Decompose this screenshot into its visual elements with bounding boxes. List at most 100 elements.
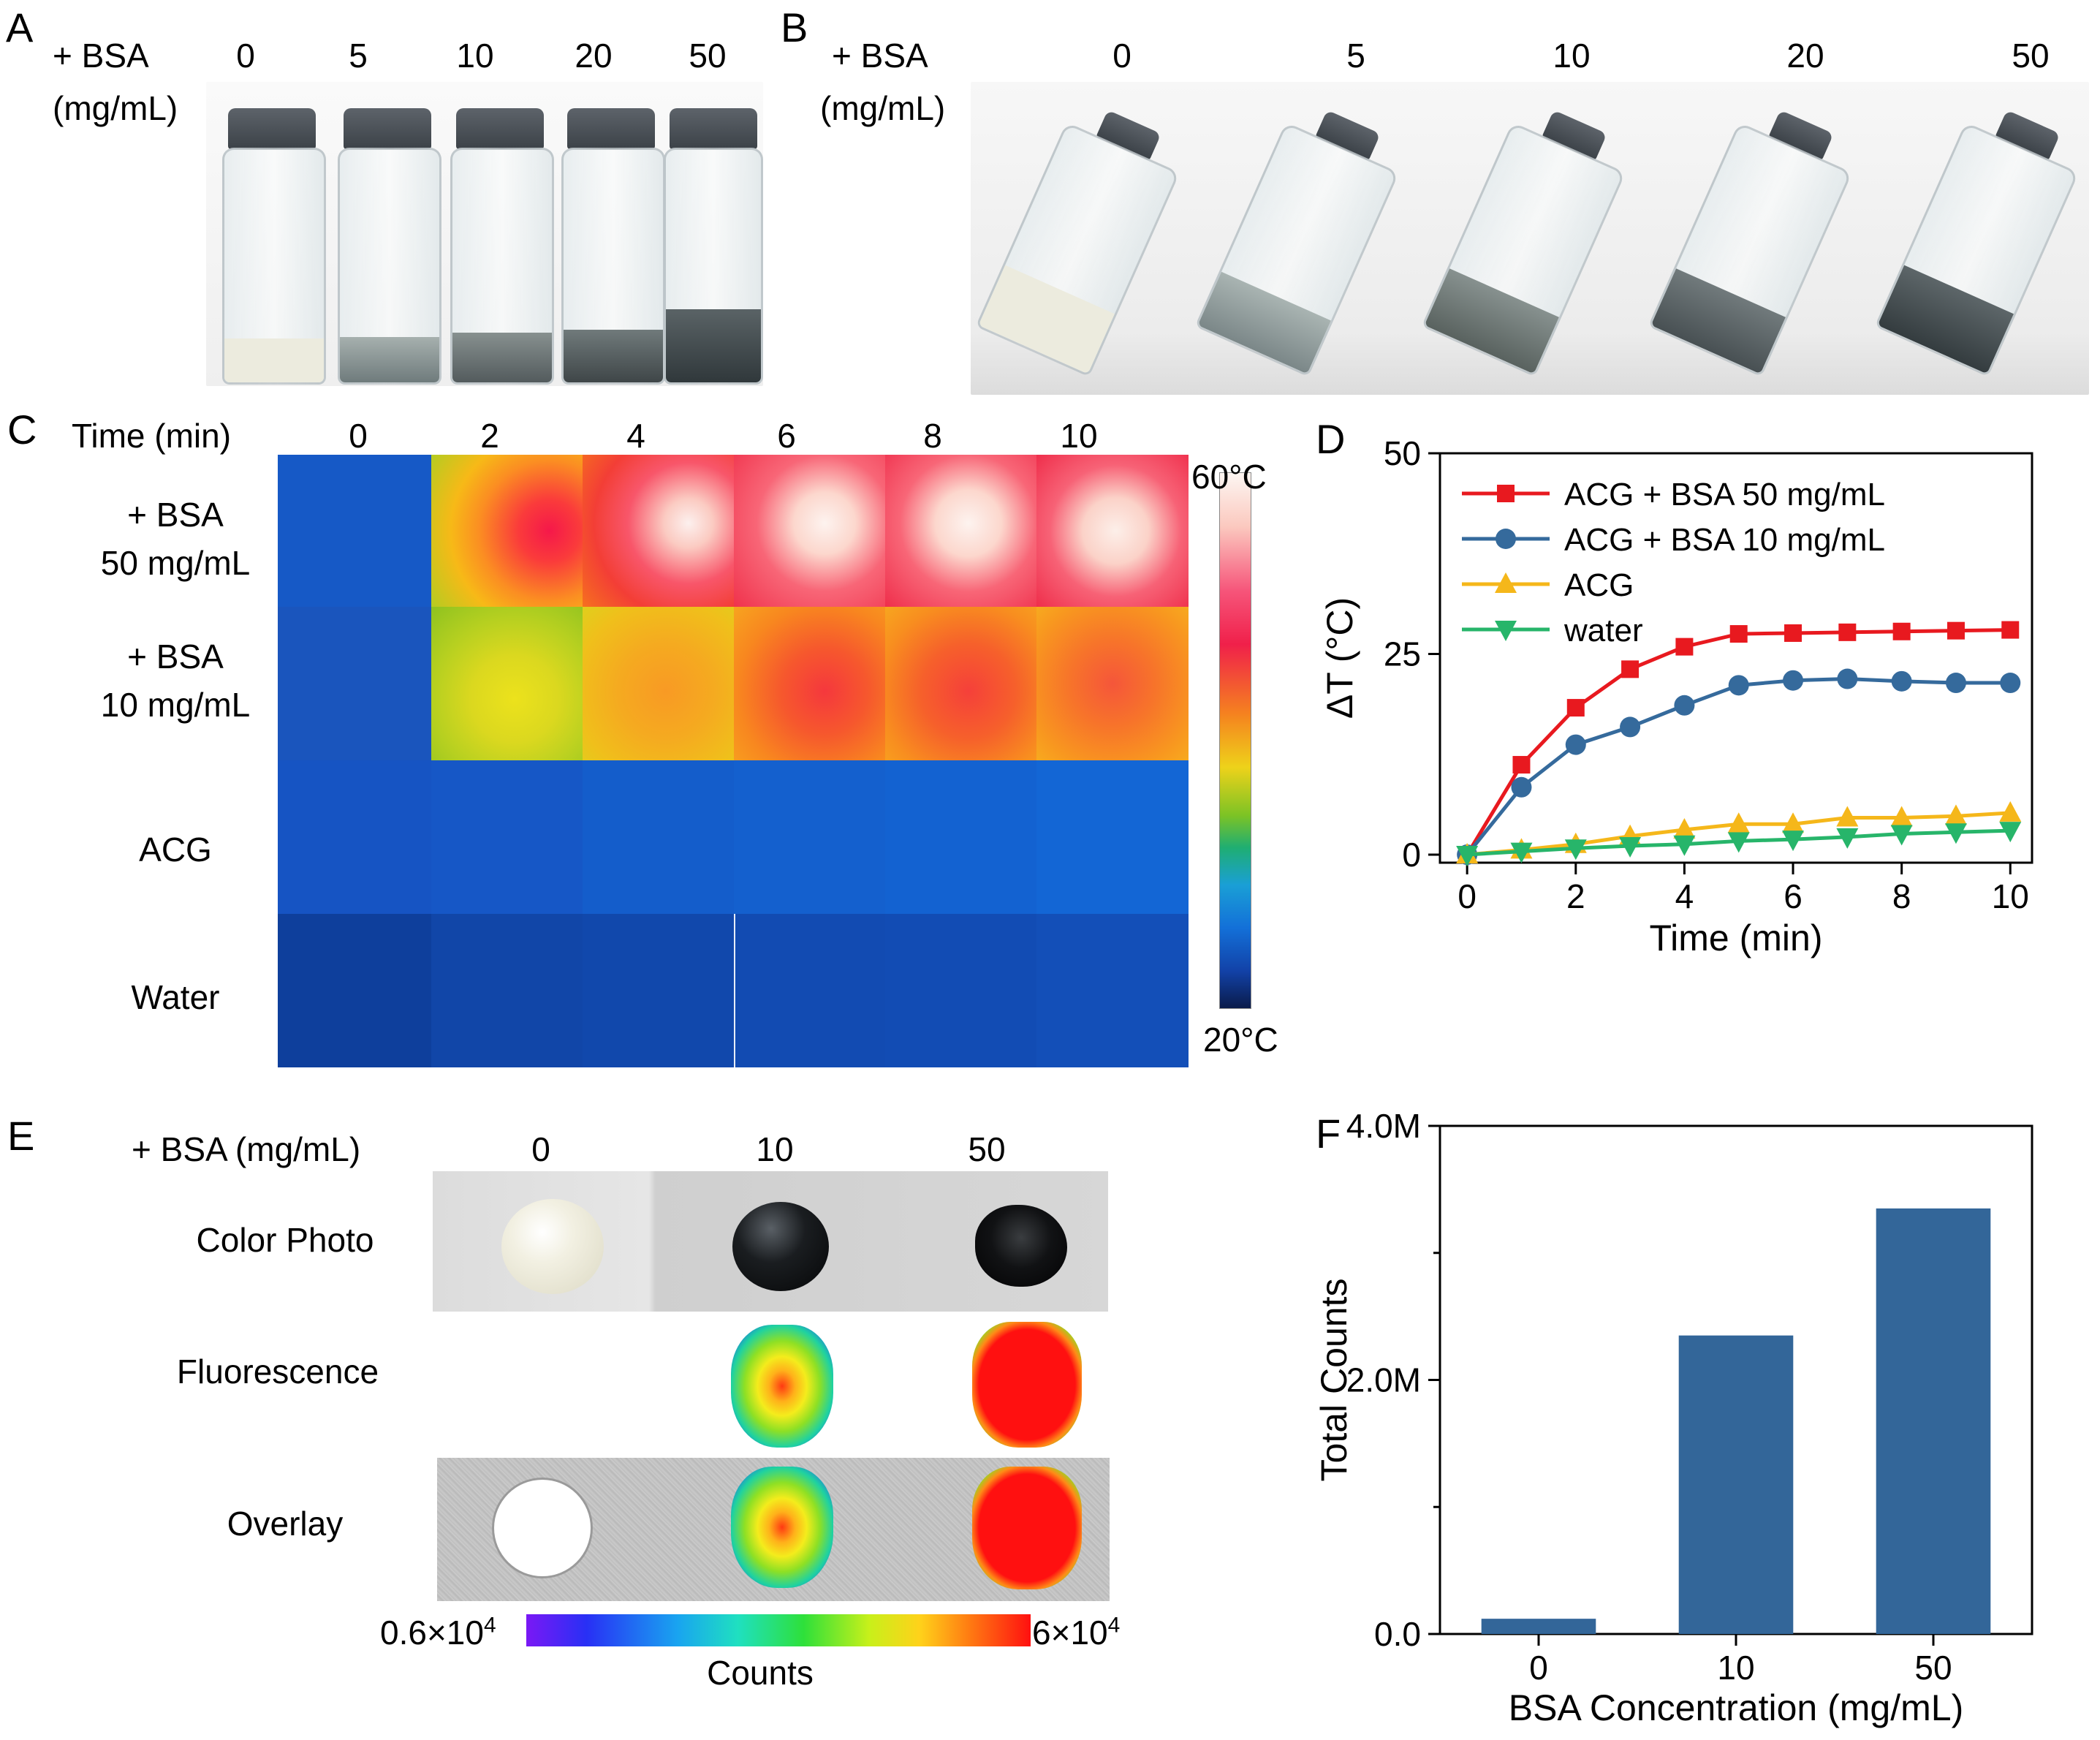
- temperature-colorbar: [1219, 472, 1251, 1009]
- thermal-cell: [734, 760, 885, 914]
- data-point: [1783, 670, 1804, 691]
- data-point: [1673, 817, 1696, 839]
- x-tick-label: 6: [1784, 877, 1803, 915]
- thermal-cell: [734, 914, 887, 1067]
- counts-scale-min: 0.6×104: [380, 1613, 496, 1652]
- thermal-cell: [431, 760, 583, 914]
- panel-a-conc: 0: [236, 37, 255, 75]
- data-point: [1566, 699, 1585, 717]
- panel-c-time-header: Time (min): [72, 417, 232, 455]
- thermal-cell: [278, 760, 431, 914]
- data-point: [1495, 572, 1517, 593]
- panel-c-row-label: 10 mg/mL: [100, 686, 251, 724]
- panel-a-label-line1: + BSA: [53, 37, 149, 75]
- data-point: [1944, 823, 1967, 844]
- vial-10: [450, 148, 554, 385]
- thermal-cell: [583, 914, 734, 1067]
- panel-e-conc: 10: [756, 1130, 794, 1168]
- panel-c-time: 4: [626, 417, 645, 455]
- plot-frame: [1438, 452, 2033, 864]
- vial-20: [561, 148, 665, 385]
- data-point: [1999, 801, 2022, 822]
- data-point: [1619, 836, 1642, 858]
- data-point: [1945, 673, 1966, 694]
- thermal-cell: [583, 455, 734, 607]
- data-point: [1674, 695, 1695, 716]
- panel-c-row-label: ACG: [139, 831, 212, 869]
- x-tick-label: 0: [1529, 1649, 1548, 1687]
- vial-cap: [567, 108, 655, 149]
- panel-d-letter: D: [1316, 416, 1345, 462]
- thermal-cell: [583, 760, 734, 914]
- data-point: [1782, 831, 1805, 852]
- panel-c-time: 8: [923, 417, 942, 455]
- x-tick-label: 10: [1717, 1649, 1754, 1687]
- tilted-vial-0: [975, 97, 1191, 377]
- panel-f-letter: F: [1316, 1111, 1341, 1157]
- data-point: [1675, 638, 1694, 656]
- data-point: [1673, 835, 1696, 856]
- panel-c-letter: C: [7, 406, 37, 453]
- data-point: [1512, 756, 1531, 774]
- bar: [1481, 1619, 1596, 1634]
- thermal-cell: [278, 914, 431, 1067]
- data-point: [1510, 842, 1533, 863]
- data-point: [1621, 660, 1640, 678]
- panel-b-conc: 0: [1112, 37, 1132, 75]
- panel-e-row-label: Color Photo: [196, 1221, 374, 1259]
- data-point: [1727, 812, 1750, 833]
- tilted-vial-50: [1874, 97, 2089, 377]
- panel-a-conc: 10: [456, 37, 494, 75]
- panel-c-row-label: Water: [131, 978, 220, 1016]
- data-point: [1564, 839, 1587, 860]
- y-tick-label: 25: [1384, 635, 1421, 673]
- vial-50: [664, 148, 763, 385]
- tilted-vial-10: [1421, 97, 1637, 377]
- bar: [1876, 1208, 1991, 1634]
- data-point: [1836, 828, 1859, 849]
- color-photo-strip: [433, 1171, 1108, 1312]
- panel-e-conc: 0: [531, 1130, 550, 1168]
- legend-label: ACG + BSA 50 mg/mL: [1564, 477, 1885, 512]
- counts-colorbar: [526, 1614, 1031, 1646]
- x-axis-title: BSA Concentration (mg/mL): [1509, 1687, 1964, 1728]
- data-point: [1727, 832, 1750, 853]
- vial-0: [222, 148, 326, 385]
- overlay-spot-10: [731, 1467, 833, 1588]
- legend-label: ACG: [1564, 567, 1634, 603]
- y-axis-title: Total Counts: [1314, 1279, 1354, 1482]
- x-tick-label: 0: [1458, 877, 1477, 915]
- panel-a-conc: 20: [575, 37, 613, 75]
- y-axis-title: ΔT (°C): [1319, 597, 1360, 719]
- data-point: [1892, 622, 1911, 640]
- panel-b-conc: 20: [1786, 37, 1824, 75]
- data-point: [1890, 825, 1913, 846]
- data-point: [1784, 624, 1803, 642]
- data-point: [1836, 806, 1859, 827]
- panel-c-row-label: 50 mg/mL: [100, 544, 251, 582]
- thermal-cell: [885, 760, 1036, 914]
- panel-a-letter: A: [6, 4, 34, 50]
- panel-c-time: 10: [1060, 417, 1098, 455]
- legend-label: ACG + BSA 10 mg/mL: [1564, 522, 1885, 558]
- vial-cap: [344, 108, 431, 149]
- vial-5: [338, 148, 441, 385]
- data-point: [1838, 623, 1857, 641]
- black-droplet-50: [975, 1205, 1067, 1287]
- panel-c-time: 6: [777, 417, 796, 455]
- thermal-cell: [278, 455, 431, 607]
- x-tick-label: 4: [1675, 877, 1694, 915]
- fluorescence-spot-50: [972, 1322, 1082, 1448]
- y-tick-label: 0: [1402, 836, 1421, 874]
- data-point: [2001, 621, 2020, 639]
- counts-scale-min-exp: 4: [483, 1613, 496, 1638]
- thermal-cell: [1036, 914, 1189, 1067]
- thermal-cell: [885, 914, 1036, 1067]
- panel-a-conc: 5: [349, 37, 368, 75]
- panel-c-row-label: + BSA: [127, 496, 224, 534]
- panel-e-header-label: + BSA (mg/mL): [132, 1130, 361, 1168]
- panel-b-conc: 10: [1553, 37, 1591, 75]
- thermal-cell: [734, 455, 885, 607]
- overlay-spot-50: [972, 1467, 1082, 1589]
